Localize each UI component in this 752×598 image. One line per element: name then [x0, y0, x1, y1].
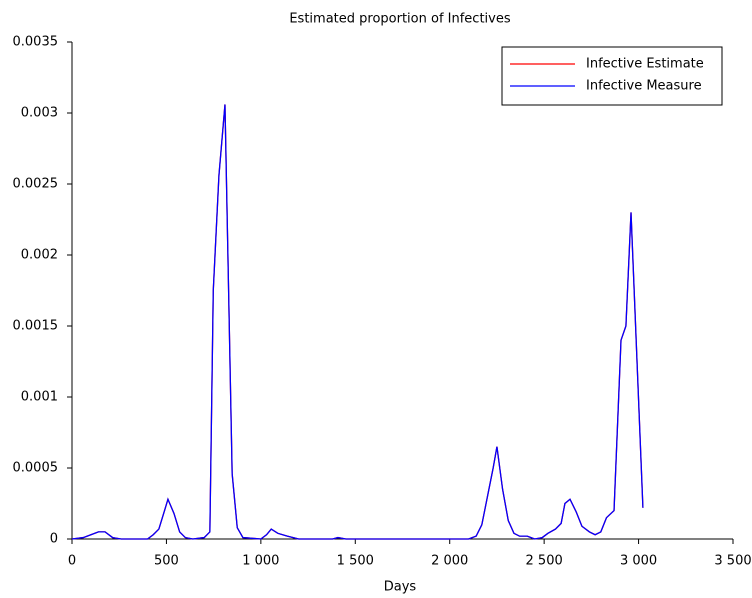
x-tick-label: 1 000 — [242, 554, 279, 569]
x-tick-label: 500 — [154, 554, 179, 569]
x-tick-label: 1 500 — [337, 554, 374, 569]
chart-title: Estimated proportion of Infectives — [289, 12, 511, 27]
x-tick-label: 2 000 — [431, 554, 468, 569]
x-tick-label: 3 500 — [714, 554, 751, 569]
legend-label: Infective Estimate — [586, 57, 704, 72]
y-tick-label: 0.0005 — [13, 461, 59, 476]
legend-label: Infective Measure — [586, 79, 702, 94]
y-tick-label: 0 — [50, 532, 58, 547]
x-tick-label: 2 500 — [526, 554, 563, 569]
y-tick-label: 0.0025 — [13, 177, 59, 192]
y-tick-label: 0.001 — [21, 390, 58, 405]
legend-box — [501, 46, 723, 106]
x-tick-label: 0 — [68, 554, 76, 569]
series-line — [71, 104, 644, 540]
y-tick-label: 0.0035 — [13, 35, 59, 50]
y-tick-label: 0.003 — [21, 106, 58, 121]
y-tick-label: 0.0015 — [13, 319, 59, 334]
x-tick-label: 3 000 — [620, 554, 657, 569]
x-axis-label: Days — [384, 580, 417, 595]
series-line — [71, 104, 644, 540]
y-tick-label: 0.002 — [21, 248, 58, 263]
